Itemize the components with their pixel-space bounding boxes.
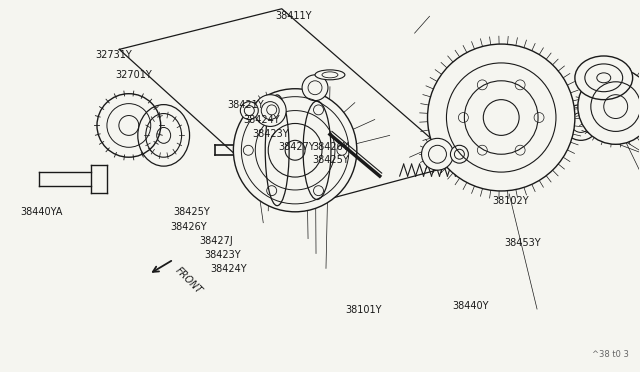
Circle shape	[234, 89, 357, 212]
Circle shape	[451, 145, 468, 163]
Text: 38426Y: 38426Y	[170, 222, 207, 232]
Text: 38101Y: 38101Y	[346, 305, 382, 315]
Text: 38440Y: 38440Y	[452, 301, 489, 311]
Text: 32701Y: 32701Y	[115, 70, 152, 80]
Circle shape	[254, 95, 286, 126]
Ellipse shape	[315, 70, 345, 80]
Text: 38423Y: 38423Y	[252, 129, 289, 139]
Text: FRONT: FRONT	[173, 265, 204, 295]
Text: 38102Y: 38102Y	[492, 196, 529, 206]
Text: 38425Y: 38425Y	[312, 155, 349, 165]
Text: 38427Y: 38427Y	[278, 142, 316, 152]
Text: 38453Y: 38453Y	[505, 238, 541, 248]
Circle shape	[302, 75, 328, 101]
Text: 38421Y: 38421Y	[228, 100, 264, 110]
Circle shape	[578, 69, 640, 144]
Text: ^38 t0 3: ^38 t0 3	[592, 350, 628, 359]
Text: 38423Y: 38423Y	[204, 250, 241, 260]
Text: 38425Y: 38425Y	[173, 207, 210, 217]
Ellipse shape	[575, 56, 632, 100]
Circle shape	[422, 138, 453, 170]
Text: 38427J: 38427J	[199, 236, 233, 246]
Text: 38440YA: 38440YA	[20, 207, 63, 217]
Text: 38424Y: 38424Y	[211, 264, 247, 274]
Text: 38426Y: 38426Y	[312, 142, 349, 152]
Text: 38411Y: 38411Y	[275, 11, 312, 21]
Text: 32731Y: 32731Y	[96, 50, 132, 60]
Text: 38424Y: 38424Y	[244, 115, 280, 125]
Circle shape	[241, 102, 259, 119]
Circle shape	[428, 44, 575, 191]
